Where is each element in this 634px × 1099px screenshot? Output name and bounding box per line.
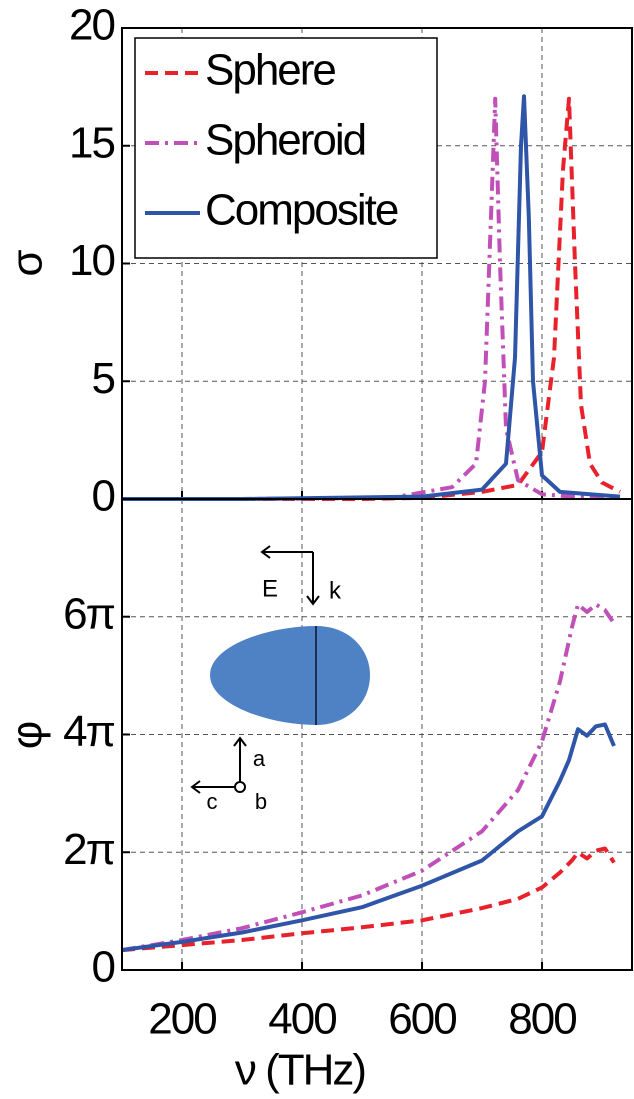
y-tick-label: 4π [63,707,114,756]
x-tick-label: 200 [148,995,216,1044]
legend-label: Spheroid [205,116,365,165]
legend-label: Composite [205,186,398,235]
x-axis-label: ν (THz) [235,1046,365,1095]
y-axis-label: φ [3,721,52,750]
annotation: a [253,746,266,771]
y-tick-label: 0 [92,472,115,521]
series-line [121,722,616,953]
y-tick-label: 10 [69,236,114,285]
spheroid-shape [210,626,370,725]
y-tick-label: 0 [92,943,115,992]
x-tick-label: 800 [508,995,576,1044]
annotation: c [207,789,218,814]
annotation: E [262,575,278,602]
legend-label: Sphere [205,46,335,95]
series-line [122,94,621,501]
legend: Sphere Spheroid Composite [134,37,438,259]
series-line [121,602,616,953]
series-line [122,96,621,501]
b-axis-symbol [234,781,246,793]
field-arrows [260,545,320,606]
y-tick-label: 6π [63,589,114,638]
x-tick-label: 400 [268,995,336,1044]
annotation: b [255,789,267,814]
inset-diagram: E k a b c [190,545,370,814]
plot-layer [121,27,633,971]
annotation: k [329,577,342,604]
series-line [121,846,616,953]
y-tick-label: 5 [92,354,115,403]
y-tick-label: 15 [69,118,114,167]
y-axis-label: σ [3,249,52,276]
y-tick-label: 2π [63,825,114,874]
plot-frame [121,498,633,971]
axes-arrows [190,736,247,794]
x-tick-label: 600 [388,995,456,1044]
y-tick-label: 20 [69,1,114,50]
